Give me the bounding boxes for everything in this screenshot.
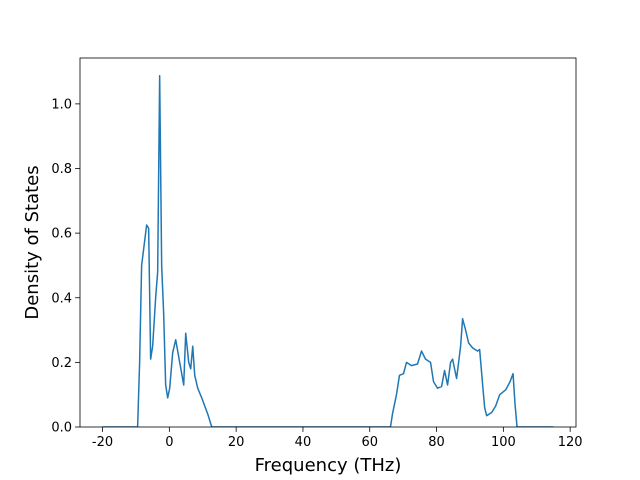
- y-tick-label: 0.2: [51, 356, 72, 371]
- x-tick-label: 100: [491, 435, 516, 450]
- x-tick-label: 120: [558, 435, 583, 450]
- y-tick-label: 0.6: [51, 227, 72, 242]
- y-tick-label: 1.0: [51, 97, 72, 112]
- x-axis-label: Frequency (THz): [255, 455, 402, 476]
- x-tick-label: 40: [295, 435, 312, 450]
- plot-frame: [79, 57, 577, 428]
- x-tick-label: 20: [228, 435, 245, 450]
- y-axis-label: Density of States: [22, 165, 43, 319]
- y-tick-label: 0.0: [51, 421, 72, 436]
- y-tick-label: 0.4: [51, 291, 72, 306]
- y-tick-label: 0.8: [51, 162, 72, 177]
- x-tick-label: 60: [361, 435, 378, 450]
- data-line: [102, 75, 554, 427]
- x-tick-label: 80: [428, 435, 445, 450]
- x-tick-label: -20: [92, 435, 113, 450]
- x-tick-label: 0: [165, 435, 173, 450]
